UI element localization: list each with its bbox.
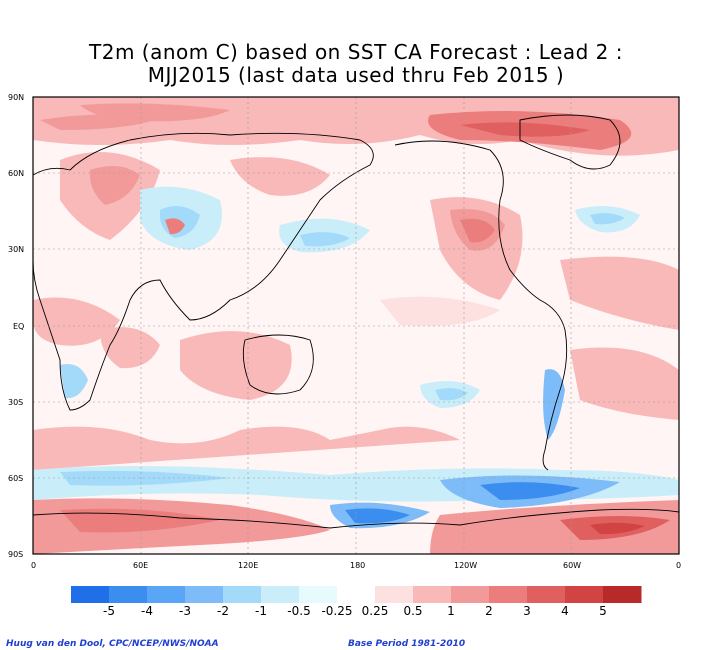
lat-label: EQ bbox=[13, 322, 24, 331]
colorbar-swatch bbox=[109, 586, 148, 603]
colorbar-tick-label: 2 bbox=[485, 604, 493, 618]
lat-label: 60N bbox=[8, 169, 24, 178]
lon-label: 0 bbox=[676, 561, 681, 570]
lat-label: 90S bbox=[8, 550, 23, 559]
colorbar-tick-label: 0.25 bbox=[361, 604, 389, 618]
lon-label: 60W bbox=[563, 561, 581, 570]
map-frame bbox=[32, 96, 680, 555]
colorbar-swatch bbox=[261, 586, 300, 603]
anomaly-field bbox=[33, 97, 679, 554]
colorbar-tick-label: -4 bbox=[141, 604, 153, 618]
colorbar-tick-label: 1 bbox=[447, 604, 455, 618]
colorbar-swatch bbox=[223, 586, 262, 603]
lon-label: 180 bbox=[350, 561, 365, 570]
graticule bbox=[33, 97, 679, 554]
lon-label: 60E bbox=[133, 561, 148, 570]
colorbar-tick-label: -0.25 bbox=[321, 604, 353, 618]
map-title-line-1: T2m (anom C) based on SST CA Forecast : … bbox=[89, 40, 623, 64]
colorbar-swatch bbox=[71, 586, 110, 603]
coastlines bbox=[32, 114, 680, 529]
colorbar-swatch bbox=[375, 586, 414, 603]
colorbar-tick-label: 3 bbox=[523, 604, 531, 618]
colorbar-tick-label: -5 bbox=[103, 604, 115, 618]
colorbar-tick-label: 4 bbox=[561, 604, 569, 618]
colorbar-swatch bbox=[451, 586, 490, 603]
colorbar-tick-label: -2 bbox=[217, 604, 229, 618]
colorbar-swatch bbox=[565, 586, 604, 603]
longitude-axis: 0 60E 120E 180 120W 60W 0 bbox=[31, 561, 681, 570]
colorbar-tick-label: -0.5 bbox=[287, 604, 311, 618]
lat-label: 30S bbox=[8, 398, 23, 407]
colorbar-swatch bbox=[603, 586, 642, 603]
lat-label: 60S bbox=[8, 474, 23, 483]
map-title-line-2: MJJ2015 (last data used thru Feb 2015 ) bbox=[147, 63, 565, 87]
colorbar-tick-label: 0.5 bbox=[403, 604, 423, 618]
colorbar-tick-label: 5 bbox=[599, 604, 607, 618]
lon-label: 120W bbox=[454, 561, 477, 570]
lon-label: 120E bbox=[238, 561, 258, 570]
credit-text: Huug van den Dool, CPC/NCEP/NWS/NOAA bbox=[6, 639, 219, 649]
colorbar-swatch bbox=[299, 586, 338, 603]
colorbar-tick-label: -1 bbox=[255, 604, 267, 618]
lat-label: 30N bbox=[8, 245, 24, 254]
lon-label: 0 bbox=[31, 561, 36, 570]
colorbar bbox=[71, 586, 642, 603]
colorbar-swatch bbox=[337, 586, 376, 603]
colorbar-swatch bbox=[527, 586, 566, 603]
latitude-axis: 90N 60N 30N EQ 30S 60S 90S bbox=[8, 93, 24, 559]
colorbar-tick-label: -3 bbox=[179, 604, 191, 618]
south-america-cool bbox=[543, 369, 565, 440]
colorbar-swatch bbox=[489, 586, 528, 603]
base-period-text: Base Period 1981-2010 bbox=[348, 639, 466, 649]
colorbar-swatch bbox=[413, 586, 452, 603]
colorbar-swatch bbox=[147, 586, 186, 603]
colorbar-swatch bbox=[185, 586, 224, 603]
lat-label: 90N bbox=[8, 93, 24, 102]
